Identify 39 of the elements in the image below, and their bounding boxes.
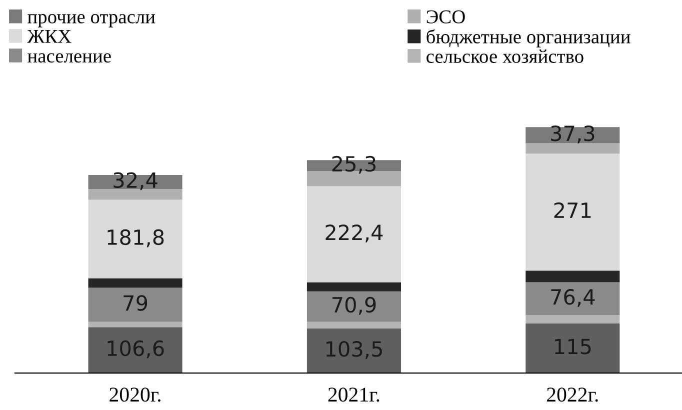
bar: [526, 323, 620, 374]
bar: [526, 315, 620, 324]
bar: [306, 291, 401, 322]
data-label: 106,6: [108, 340, 164, 358]
bar: [306, 282, 401, 292]
data-label: 103,5: [326, 341, 382, 359]
x-tick-label: 2020г.: [110, 388, 160, 402]
bar: [88, 278, 182, 288]
bar: [88, 200, 182, 278]
legend-label: бюджетные организации: [426, 29, 630, 48]
bar: [526, 127, 620, 144]
legend-label: прочие отрасли: [28, 14, 156, 28]
data-label: 32,4: [114, 172, 158, 190]
data-label: 115: [555, 338, 591, 354]
bar: [306, 322, 401, 328]
data-label: 271: [554, 202, 591, 218]
x-tick-label: 2022г.: [547, 388, 598, 402]
data-label: 25,3: [332, 156, 376, 174]
legend-label: ЖКХ: [27, 30, 72, 43]
bar: [88, 288, 182, 322]
bar: [526, 143, 620, 154]
bar: [88, 322, 182, 328]
data-label: 222,4: [326, 224, 383, 242]
bar: [526, 270, 620, 282]
bar: [526, 282, 620, 316]
bar: [88, 327, 182, 374]
legend-label: население: [28, 53, 111, 63]
bar: [306, 328, 401, 374]
data-label: 79: [124, 295, 148, 311]
bar: [526, 154, 620, 271]
bar: [88, 188, 182, 200]
data-label: 181,8: [108, 229, 164, 248]
legend-label: ЭСО: [426, 10, 465, 24]
data-label: 37,3: [551, 125, 594, 144]
data-label: 70,9: [332, 296, 376, 315]
x-tick-label: 2021г.: [328, 388, 380, 402]
bar: [306, 186, 401, 282]
legend-label: сельское хозяйство: [426, 49, 584, 63]
data-label: 76,4: [551, 289, 595, 307]
